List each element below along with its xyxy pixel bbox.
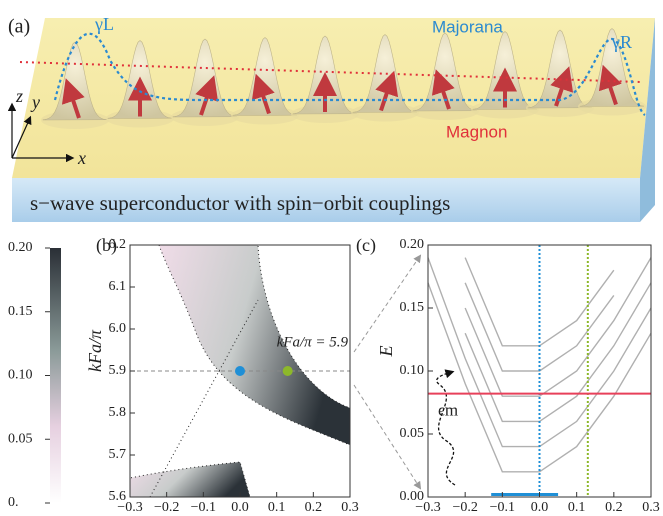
y-axis-label: kFa/π xyxy=(85,329,105,372)
y-tick-label: 0.15 xyxy=(400,300,425,315)
panel-label: (c) xyxy=(356,235,376,256)
x-tick-label: 0.1 xyxy=(268,500,286,515)
colorbar-tick-label: 0.20 xyxy=(8,240,33,255)
y-tick-label: 6.1 xyxy=(109,279,127,294)
spin-arrow xyxy=(598,64,622,106)
x-axis-label: ϵ₀ xyxy=(234,515,247,516)
y-tick-label: 5.8 xyxy=(109,405,127,420)
y-tick-label: 5.7 xyxy=(109,447,127,462)
gamma-left: γL xyxy=(94,14,114,34)
gamma-right: γR xyxy=(611,32,632,52)
axis-arrow xyxy=(11,115,32,159)
x-tick-label: −0.3 xyxy=(117,500,142,515)
x-tick-label: 0.2 xyxy=(605,500,623,515)
y-tick-label: 0.20 xyxy=(400,237,425,252)
majorana-line xyxy=(53,32,646,116)
x-tick-label: −0.1 xyxy=(490,500,515,515)
point xyxy=(235,366,245,376)
x-tick-label: 0.1 xyxy=(568,500,586,515)
colorbar-tick-label: 0. xyxy=(8,495,19,510)
spin-arrow xyxy=(195,75,219,116)
axis-name: y xyxy=(30,92,40,112)
spin-arrow xyxy=(375,70,399,112)
connector-arrow xyxy=(353,254,422,353)
x-tick-label: 0.2 xyxy=(305,500,323,515)
y-tick-label: 6.2 xyxy=(109,237,127,252)
magnon-energy-label: ϵm xyxy=(438,401,458,420)
x-tick-label: 0.0 xyxy=(531,500,549,515)
spin-arrow xyxy=(251,73,275,115)
x-tick-label: −0.1 xyxy=(191,500,216,515)
colorbar-tick-label: 0.10 xyxy=(8,368,33,383)
spin-arrow xyxy=(431,69,455,110)
transition-arrow xyxy=(436,369,456,486)
x-axis-label: ϵ₀ xyxy=(533,515,546,516)
y-tick-label: 0.00 xyxy=(400,489,425,504)
point xyxy=(282,366,293,376)
axis-name: z xyxy=(15,86,23,106)
energy-curve xyxy=(464,257,652,397)
panel-label: (a) xyxy=(8,16,30,38)
colorbar xyxy=(50,248,61,503)
annotation: kFa/π = 5.9 xyxy=(277,334,349,350)
majorana-label: Majorana xyxy=(432,17,503,36)
colorbar-tick-label: 0.15 xyxy=(8,304,33,319)
x-tick-label: 0.3 xyxy=(642,500,660,515)
magnon-label: Magnon xyxy=(446,122,507,141)
y-axis-label: E xyxy=(376,346,396,358)
spin-arrow xyxy=(61,78,85,119)
heatmap-region xyxy=(129,244,351,498)
x-tick-label: −0.2 xyxy=(154,500,179,515)
heatmap-band xyxy=(158,244,351,446)
boundary-line xyxy=(149,299,259,498)
x-tick-label: 0.0 xyxy=(231,500,249,515)
heatmap-wedge xyxy=(129,461,251,498)
x-tick-label: −0.3 xyxy=(415,500,440,515)
y-tick-label: 0.10 xyxy=(400,363,425,378)
spin-arrow xyxy=(550,66,574,107)
energy-curve xyxy=(427,282,652,473)
connector-arrow xyxy=(353,384,422,490)
substrate-front xyxy=(12,178,640,222)
y-tick-label: 0.05 xyxy=(400,426,425,441)
illustration: (a) γL Majorana γR Magnon z y x s−wave s… xyxy=(7,14,655,222)
x-tick-label: 0.3 xyxy=(341,500,359,515)
substrate-label: s−wave superconductor with spin−orbit co… xyxy=(30,191,450,215)
y-tick-label: 5.6 xyxy=(109,489,127,504)
energy-curve xyxy=(464,282,652,423)
y-tick-label: 5.9 xyxy=(109,363,127,378)
y-tick-label: 6.0 xyxy=(109,321,127,336)
substrate-side xyxy=(640,18,655,222)
colorbar-tick-label: 0.05 xyxy=(8,431,33,446)
panel-label: (b) xyxy=(96,235,117,256)
x-tick-label: −0.2 xyxy=(452,500,477,515)
axis-name: x xyxy=(77,148,86,168)
